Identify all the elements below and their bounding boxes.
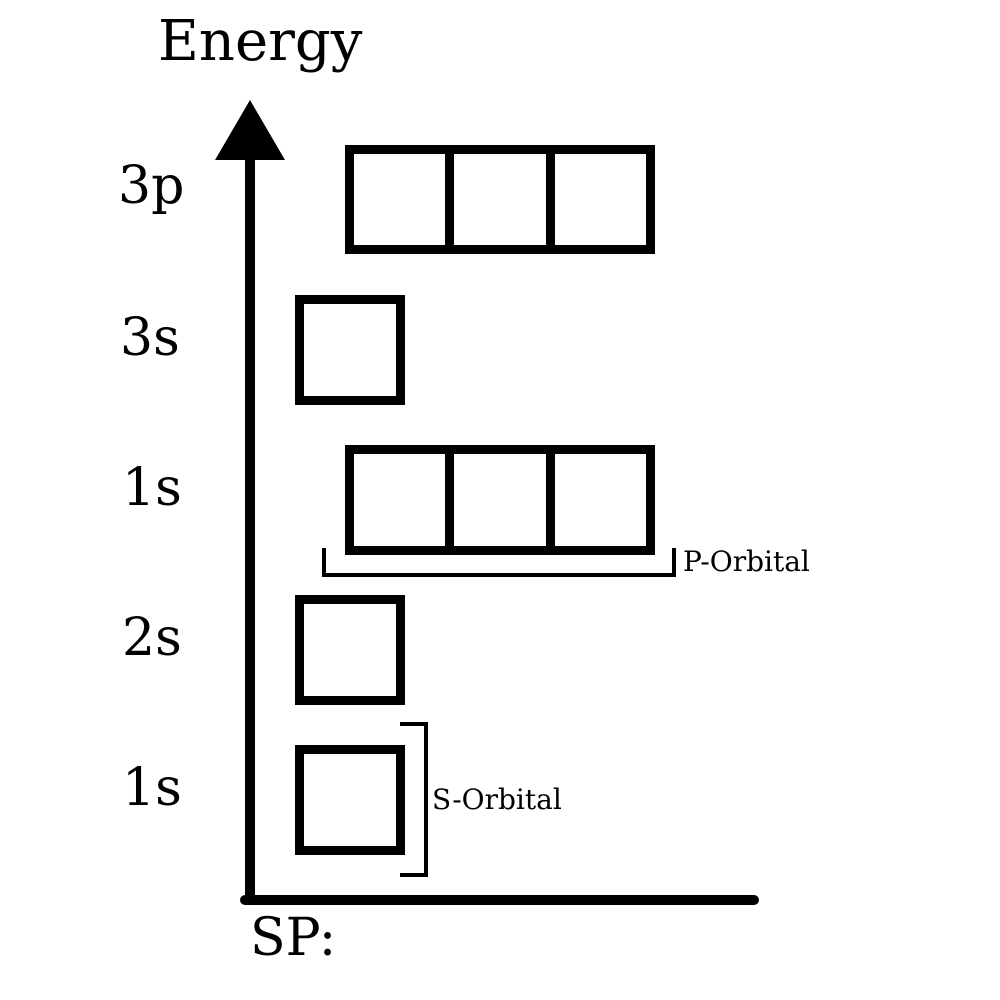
s-orbital-bracket [400,722,428,877]
energy-title: Energy [158,9,363,74]
orbital-group-p-row [345,445,655,555]
level-label-3s: 3s [120,308,180,368]
orbital-box [454,154,555,245]
p-orbital-annotation: P-Orbital [683,545,810,578]
orbital-box [454,454,555,546]
orbital-box [354,454,455,546]
orbital-group-3p [345,145,655,254]
orbital-box-3s [295,295,405,405]
orbital-box-1s [295,745,405,855]
p-orbital-bracket [322,548,676,577]
orbital-box-2s [295,595,405,705]
energy-axis-arrowhead [215,100,285,160]
level-label-2s: 2s [122,608,182,668]
s-orbital-annotation: S-Orbital [432,783,562,816]
level-label-3p: 3p [118,156,185,216]
orbital-box [555,154,646,245]
level-label-p-row: 1s [122,458,182,518]
sp-label: SP: [250,908,337,968]
orbital-box [354,154,455,245]
level-label-1s: 1s [122,758,182,818]
orbital-box [555,454,646,546]
